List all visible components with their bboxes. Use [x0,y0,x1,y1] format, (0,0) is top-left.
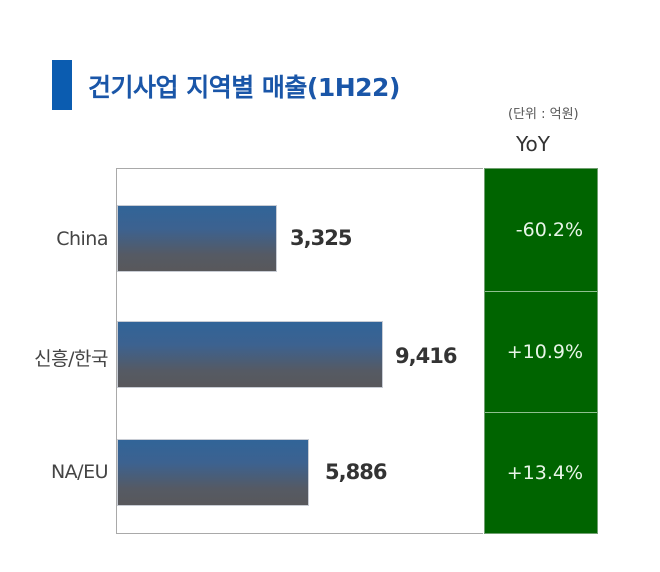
chart-frame [116,168,483,534]
yoy-cell-china: -60.2% [485,169,597,291]
unit-label: (단위 : 억원) [508,107,579,122]
value-label-na-eu: 5,886 [325,460,387,484]
value-label-china: 3,325 [290,226,352,250]
category-label-china: China [56,228,108,250]
yoy-panel: -60.2% +10.9% +13.4% [484,168,598,534]
bar-china [117,205,277,272]
title-accent-bar [52,60,72,110]
value-label-emerging-korea: 9,416 [395,344,457,368]
bar-na-eu [117,439,309,506]
yoy-divider [485,412,597,413]
yoy-cell-emerging-korea: +10.9% [485,292,597,412]
yoy-value-emerging-korea: +10.9% [506,341,583,363]
bar-emerging-korea [117,321,383,388]
yoy-cell-na-eu: +13.4% [485,413,597,533]
yoy-value-na-eu: +13.4% [506,462,583,484]
yoy-divider [485,291,597,292]
chart-title: 건기사업 지역별 매출(1H22) [88,73,400,102]
category-label-na-eu: NA/EU [50,461,109,483]
category-label-emerging-korea: 신흥/한국 [34,348,108,370]
yoy-header: YoY [516,132,551,156]
yoy-value-china: -60.2% [515,219,583,241]
